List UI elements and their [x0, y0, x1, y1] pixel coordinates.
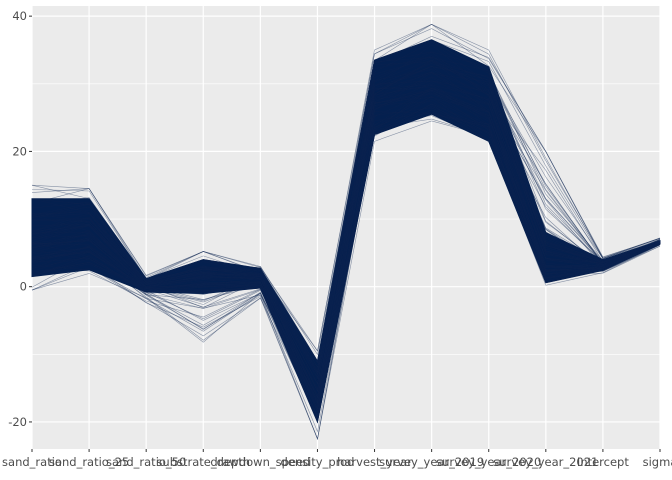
series-line: [31, 71, 661, 379]
series-line: [31, 84, 661, 393]
series-line: [31, 28, 661, 352]
series-line: [31, 90, 661, 393]
series-line: [31, 89, 661, 411]
x-tick-label: drawdown_speed: [210, 455, 310, 469]
series-line: [31, 40, 661, 364]
series-line: [31, 109, 661, 423]
y-tick-label: 40: [12, 9, 27, 23]
x-tick-label: sigma: [643, 455, 672, 469]
series-line: [31, 55, 661, 374]
series-line: [31, 42, 661, 364]
y-axis-ticks: -20 0 20 40: [8, 9, 32, 429]
x-tick-label: survey_year_2020: [436, 455, 541, 469]
series-line: [31, 61, 661, 376]
x-axis-ticks: sand_ratiosand_ratio_25sand_ratio_50subs…: [2, 449, 672, 469]
y-tick-label: 0: [20, 280, 27, 294]
series-line: [31, 95, 661, 413]
x-tick-label: harvest_year: [337, 455, 412, 469]
x-tick-label: survey_year_2019: [379, 455, 484, 469]
x-tick-label: substrate_depth: [156, 455, 250, 469]
x-tick-label: sand_ratio: [2, 455, 62, 469]
x-tick-label: Intercept: [577, 455, 629, 469]
x-tick-label: survey_year_2021: [493, 455, 598, 469]
y-tick-label: -20: [8, 415, 27, 429]
series-lines: [31, 23, 661, 440]
x-tick-label: sand_ratio_25: [49, 455, 129, 469]
series-line: [31, 57, 661, 386]
series-line: [31, 85, 661, 397]
series-line: [31, 115, 661, 440]
y-tick-label: 20: [12, 144, 27, 158]
series-line: [31, 23, 661, 362]
gridlines: [31, 6, 661, 449]
x-tick-label: sand_ratio_50: [106, 455, 186, 469]
x-tick-label: density_prod: [280, 455, 354, 469]
series-line: [31, 90, 661, 399]
